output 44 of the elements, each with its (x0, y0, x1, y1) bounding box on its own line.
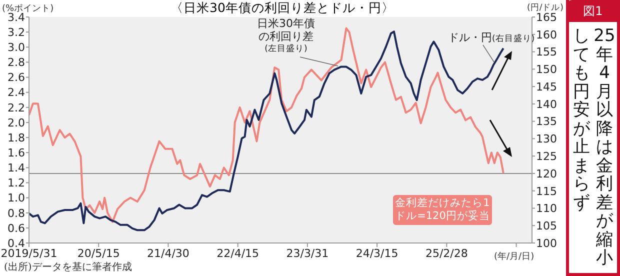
y2-tick-label: 165 (536, 10, 557, 24)
y-tick-label: 1.0 (8, 192, 25, 205)
chart-title: 〈日米30年債の利回り差とドル・円〉 (170, 0, 394, 15)
text: 日米30年債の利回り差 (257, 17, 315, 43)
y2-tick-label: 130 (536, 132, 557, 146)
annotation: (右目盛り) (492, 34, 535, 44)
y2-tick-label: 135 (536, 115, 557, 128)
y-tick-label: 2.2 (8, 101, 25, 114)
y-tick-label: 1.4 (8, 162, 25, 175)
y-tick-label: 3.0 (8, 41, 25, 54)
y-tick-label: 2.8 (8, 56, 25, 70)
x-axis-title: (年/月/日) (494, 250, 534, 263)
caption: 図1 (566, 0, 620, 22)
x-tick-label: 22/4/15 (216, 246, 260, 260)
y-tick-label: 0.6 (8, 222, 25, 235)
y2-tick-label: 150 (536, 63, 557, 76)
text: 25年4月以降は金利差が縮小しても円安が止まらず (573, 26, 616, 268)
x-tick-label: 25/2/28 (425, 246, 468, 260)
y2-tick-label: 100 (536, 236, 557, 250)
y-tick-label: 2.6 (8, 71, 25, 84)
y-tick-label: 0.8 (8, 206, 25, 220)
x-tick-label: 23/3/31 (286, 246, 329, 260)
text: (出所)データを基に筆者作成 (4, 260, 132, 274)
x-tick-label: 20/5/15 (77, 246, 120, 260)
y2-tick-label: 120 (536, 167, 557, 180)
y2-tick-label: 105 (536, 220, 557, 233)
y2-tick-label: 110 (536, 202, 557, 216)
annotation: (左目盛り) (264, 43, 308, 56)
y-tick-label: 1.6 (8, 146, 25, 160)
ref-line-label: 金利差だけみたら1ドル=120円が妥当 (393, 195, 492, 225)
y2-tick-label: 155 (536, 46, 557, 59)
y-tick-label: 3.2 (8, 26, 25, 39)
y2-axis-title: (円/ドル) (527, 2, 564, 13)
y-tick-label: 1.2 (8, 176, 25, 190)
y-tick-label: 2.4 (8, 86, 25, 100)
y2-tick-label: 125 (536, 150, 557, 163)
y2-tick-label: 115 (536, 184, 557, 198)
y2-tick-label: 145 (536, 80, 557, 94)
y-tick-label: 1.8 (8, 131, 25, 144)
y2-tick-label: 160 (536, 28, 557, 42)
x-tick-label: 24/3/15 (356, 246, 398, 260)
x-tick-label: 21/4/30 (147, 246, 190, 260)
y-tick-label: 2.0 (8, 116, 25, 130)
y2-tick-label: 140 (536, 98, 557, 111)
